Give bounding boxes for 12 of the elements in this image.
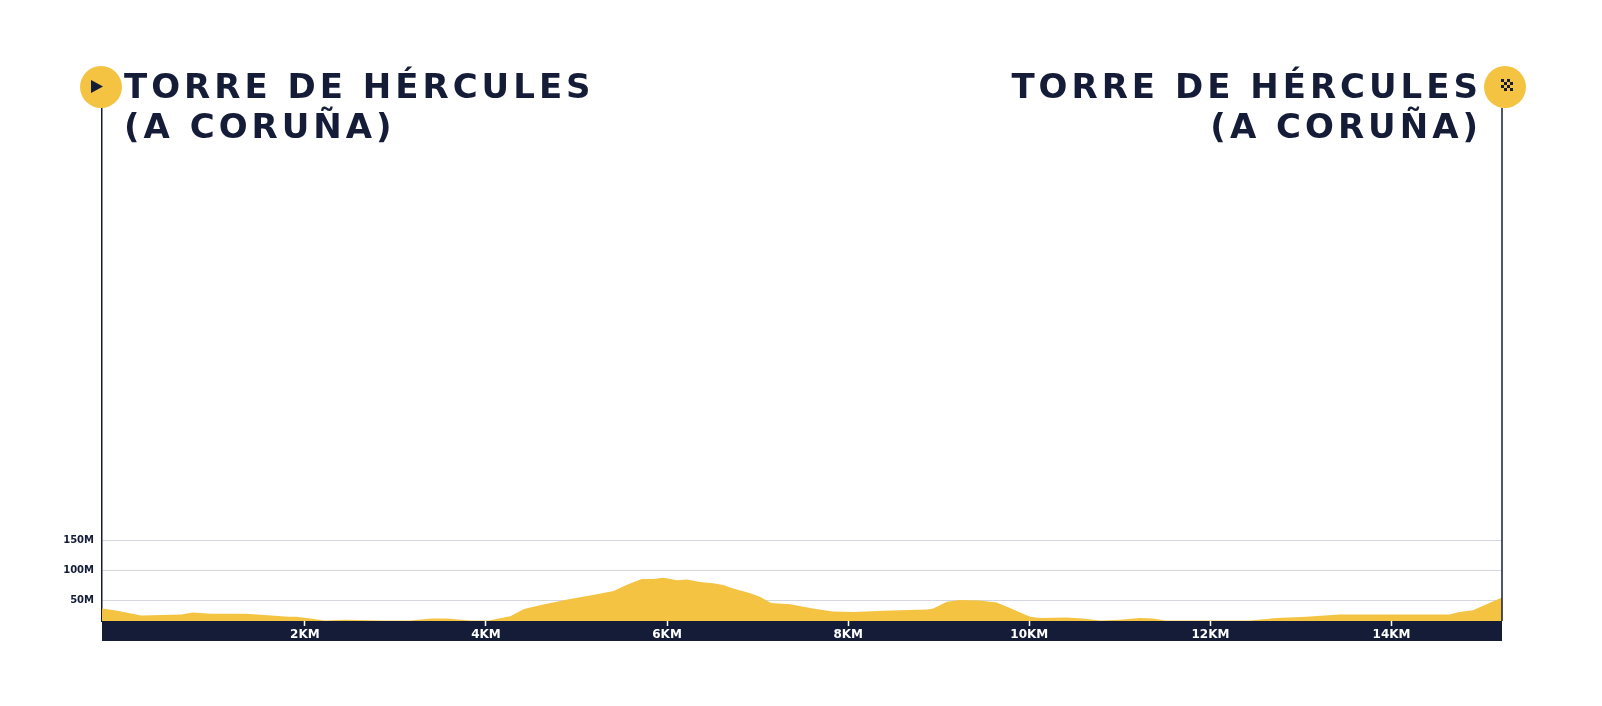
y-tick-label: 50M <box>70 594 95 606</box>
annotation: TORRE DE HÉRCULES (A CORUÑA) <box>1011 66 1482 146</box>
annotation: TORRE DE HÉRCULES (A CORUÑA) <box>124 66 595 146</box>
x-tick-label: 12KM <box>1191 627 1230 642</box>
x-tick-label: 2KM <box>290 627 320 642</box>
y-tick-label: 150M <box>63 534 95 546</box>
x-tick-label: 14KM <box>1372 627 1411 642</box>
y-tick-label: 100M <box>63 564 95 576</box>
x-tick-label: 4KM <box>471 627 501 642</box>
x-tick-label: 8KM <box>833 627 863 642</box>
x-tick-label: 6KM <box>652 627 682 642</box>
x-tick-label: 10KM <box>1010 627 1049 642</box>
